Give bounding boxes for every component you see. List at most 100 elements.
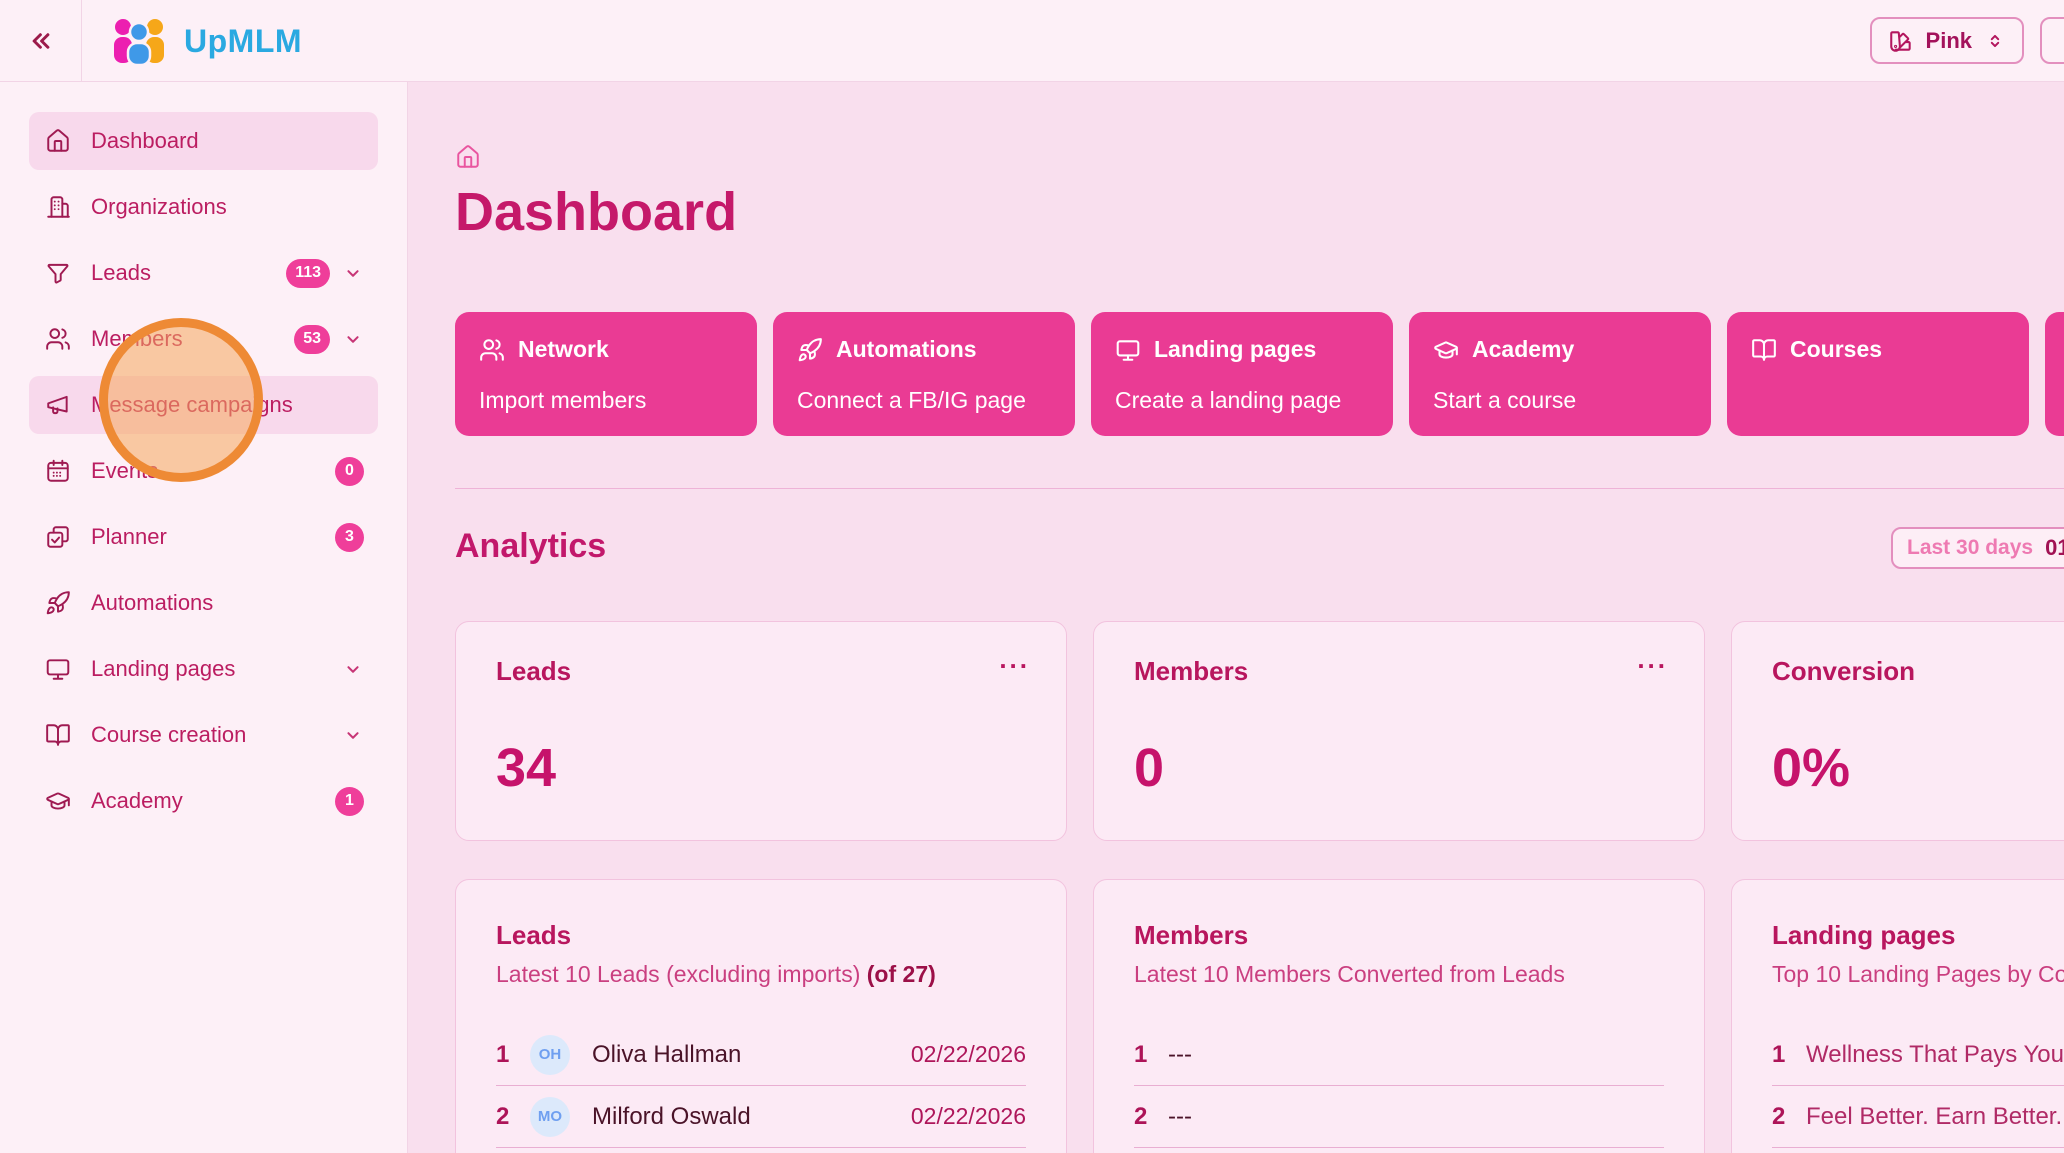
landing-page-name: Wellness That Pays You Back [1806,1040,2064,1068]
quick-action-subtitle: Import members [479,387,647,413]
row-rank: 1 [1772,1040,1786,1068]
stat-label: Leads [496,656,572,686]
stat-card-members: Members ... 0 [1093,621,1705,841]
date-range-label: Last 30 days [1907,536,2034,559]
quick-action-automations[interactable]: Automations Connect a FB/IG page [773,312,1075,436]
quick-action-subtitle: Start a course [1433,387,1577,413]
sidebar-item-label: Organizations [91,194,227,219]
list-title: Members [1134,920,1249,950]
theme-select[interactable]: Pink [1869,17,2024,64]
quick-action-subtitle: Connect a FB/IG page [797,387,1026,413]
sidebar-item-label: Dashboard [91,128,199,153]
sidebar-item-automations[interactable]: Automations [29,574,378,632]
sidebar-item-landing-pages[interactable]: Landing pages [29,640,378,698]
quick-actions-row: Network Import members Automations Conne… [455,312,2064,436]
sidebar-item-label: Academy [91,788,183,813]
monitor-icon [45,656,71,682]
lists-row: Leads Latest 10 Leads (excluding imports… [455,879,2064,1153]
sidebar-item-message-campaigns[interactable]: Message campaigns [29,376,378,434]
member-name: --- [1168,1102,1192,1130]
sidebar-collapse-button[interactable] [0,0,82,82]
lead-date: 02/22/2026 [910,1041,1026,1067]
row-rank: 1 [496,1040,510,1068]
sidebar-item-academy[interactable]: Academy 1 [29,772,378,830]
sidebar-item-label: Message campaigns [91,392,293,417]
quick-action-partial[interactable] [2045,312,2064,436]
chevron-down-icon[interactable] [342,658,364,680]
sidebar-item-events[interactable]: Events 0 [29,442,378,500]
chevrons-left-icon [26,26,56,56]
leads-count-badge: 113 [286,258,330,288]
sidebar-item-label: Members [91,326,183,351]
stat-value: 0 [1134,738,1165,798]
sidebar-item-label: Events [91,458,159,483]
member-row[interactable]: 1 --- [1134,1024,1664,1086]
funnel-icon [45,260,71,286]
landing-page-row[interactable]: 2 Feel Better. Earn Better. [1772,1086,2064,1148]
book-open-icon [1751,337,1777,363]
stat-card-leads: Leads ... 34 [455,621,1067,841]
lead-date: 02/22/2026 [910,1103,1026,1129]
sidebar-item-leads[interactable]: Leads 113 [29,244,378,302]
members-count-badge: 53 [294,324,330,354]
stats-row: Leads ... 34 Members ... 0 Conversion 0% [455,621,2064,841]
breadcrumb-home-icon[interactable] [455,144,481,170]
lead-row[interactable]: 2 MO Milford Oswald 02/22/2026 [496,1086,1026,1148]
home-icon [45,128,71,154]
row-rank: 2 [496,1102,510,1130]
chevron-down-icon[interactable] [342,724,364,746]
sidebar-item-course-creation[interactable]: Course creation [29,706,378,764]
stat-value: 0% [1772,738,1851,798]
sidebar-item-label: Planner [91,524,167,549]
quick-action-network[interactable]: Network Import members [455,312,757,436]
list-card-landing-pages: Landing pages Top 10 Landing Pages by Co… [1731,879,2064,1153]
quick-action-landing-pages[interactable]: Landing pages Create a landing page [1091,312,1393,436]
lead-row[interactable]: 1 OH Oliva Hallman 02/22/2026 [496,1024,1026,1086]
list-title: Landing pages [1772,920,1956,950]
quick-action-courses[interactable]: Courses [1727,312,2029,436]
row-rank: 2 [1134,1102,1148,1130]
date-range-filter[interactable]: Last 30 days 01/2 [1891,527,2064,569]
quick-action-academy[interactable]: Academy Start a course [1409,312,1711,436]
brand-name: UpMLM [184,22,303,59]
sidebar-item-label: Landing pages [91,656,236,681]
ellipsis-menu-icon[interactable]: ... [1637,644,1668,674]
row-rank: 1 [1134,1040,1148,1068]
rocket-icon [797,337,823,363]
planner-count-badge: 3 [335,522,364,552]
analytics-heading: Analytics [455,527,607,565]
sidebar: Dashboard Organizations Leads 113 Member… [0,82,408,1153]
chevron-down-icon[interactable] [342,262,364,284]
sidebar-item-organizations[interactable]: Organizations [29,178,378,236]
quick-action-subtitle: Create a landing page [1115,387,1342,413]
landing-page-row[interactable]: 1 Wellness That Pays You Back [1772,1024,2064,1086]
ellipsis-menu-icon[interactable]: ... [999,644,1030,674]
edge-button-partial[interactable] [2040,17,2064,64]
swatch-book-icon [1888,28,1914,54]
users-icon [479,337,505,363]
list-title: Leads [496,920,572,950]
sidebar-item-label: Leads [91,260,151,285]
events-count-badge: 0 [335,456,364,486]
sidebar-item-members[interactable]: Members 53 [29,310,378,368]
sidebar-item-dashboard[interactable]: Dashboard [29,112,378,170]
topbar: UpMLM Pink [0,0,2064,82]
quick-action-title: Landing pages [1154,336,1317,362]
sidebar-item-label: Automations [91,590,214,615]
list-subtitle: Latest 10 Leads (excluding imports) (of … [496,961,936,987]
monitor-icon [1115,337,1141,363]
graduation-cap-icon [45,788,71,814]
member-row[interactable]: 2 --- [1134,1086,1664,1148]
clipboard-check-icon [45,524,71,550]
sidebar-item-planner[interactable]: Planner 3 [29,508,378,566]
upmlm-logo-icon [108,16,170,67]
chevron-down-icon[interactable] [342,328,364,350]
brand[interactable]: UpMLM [108,0,302,82]
quick-action-title: Automations [836,336,977,362]
quick-action-title: Academy [1472,336,1575,362]
sidebar-item-label: Course creation [91,722,247,747]
analytics-header: Analytics Last 30 days 01/2 [455,527,2064,571]
lead-name: Oliva Hallman [592,1040,742,1068]
building-icon [45,194,71,220]
chevrons-up-down-icon [1984,30,2006,52]
